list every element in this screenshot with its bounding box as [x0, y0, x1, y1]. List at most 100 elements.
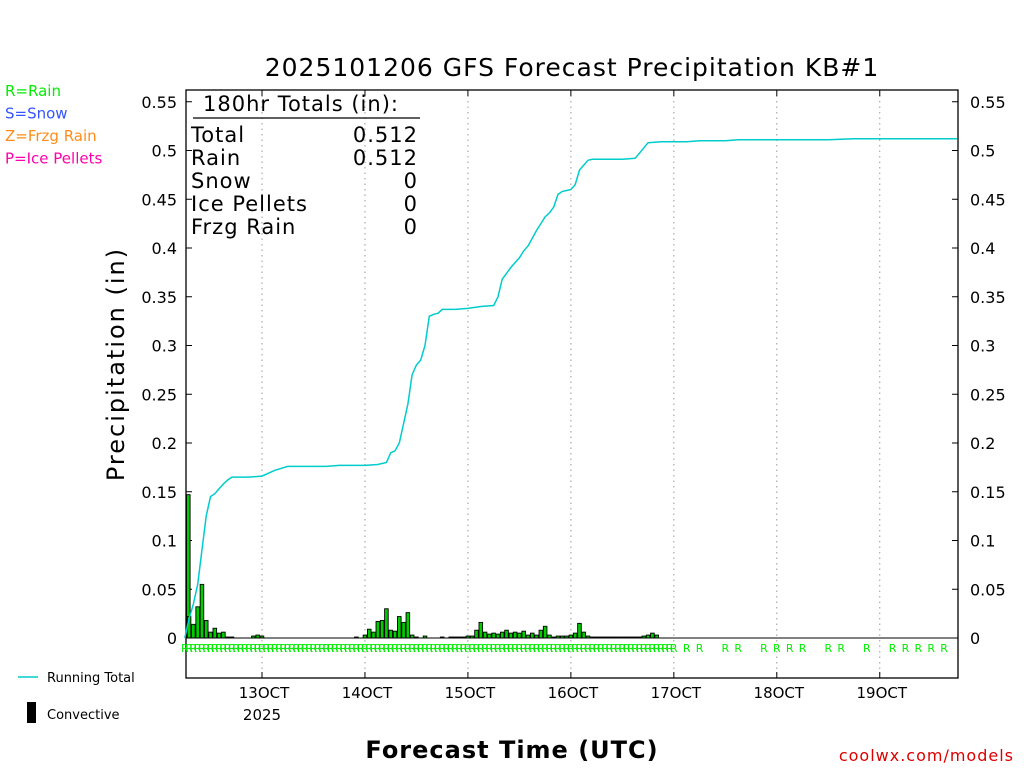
rain-mark: R [365, 642, 373, 655]
rain-mark: R [425, 642, 433, 655]
y-tick-label-right: 0.15 [970, 483, 1006, 502]
convective-bar [199, 583, 205, 639]
y-tick-label: 0.55 [141, 93, 177, 112]
rain-mark: R [395, 642, 403, 655]
rain-mark: R [408, 642, 416, 655]
rain-mark: R [915, 642, 923, 655]
rain-mark: R [254, 642, 262, 655]
rain-mark: R [292, 642, 300, 655]
rain-mark: R [327, 642, 335, 655]
rain-mark: R [567, 642, 575, 655]
rain-mark: R [417, 642, 425, 655]
running-total-line [184, 138, 957, 639]
convective-bar [367, 628, 372, 639]
plot-frame [185, 89, 959, 679]
rain-mark: R [584, 642, 592, 655]
y-tick-label-right: 0.3 [970, 337, 995, 356]
rain-mark: R [245, 642, 253, 655]
rain-mark: R [597, 642, 605, 655]
y-tick-label: 0.35 [141, 288, 177, 307]
rain-mark: R [357, 642, 365, 655]
rain-mark: R [494, 642, 502, 655]
convective-bar [195, 606, 200, 639]
convective-bar [482, 631, 488, 639]
y-tick-label-right: 0.45 [970, 190, 1006, 209]
rain-mark: R [644, 642, 652, 655]
rain-mark: R [344, 642, 352, 655]
rain-mark: R [198, 642, 206, 655]
rain-mark: R [404, 642, 412, 655]
convective-swatch [27, 702, 36, 723]
rain-mark: R [220, 642, 228, 655]
rain-mark: R [863, 642, 871, 655]
rain-mark: R [310, 642, 318, 655]
totals-row-value: 0.512 [353, 146, 418, 170]
rain-mark: R [447, 642, 455, 655]
y-tick-label: 0.15 [141, 483, 177, 502]
x-tick-label: 15OCT [445, 684, 496, 702]
convective-bar [512, 631, 518, 639]
rain-mark: R [258, 642, 266, 655]
x-tick-label: 18OCT [754, 684, 805, 702]
rain-mark: R [202, 642, 210, 655]
rain-mark: R [370, 642, 378, 655]
rain-mark: R [318, 642, 326, 655]
convective-bar [542, 625, 548, 639]
series-legend: Running Total Convective [18, 671, 135, 723]
convective-bar [216, 632, 222, 639]
totals-row-label: Total [190, 123, 245, 147]
x-axis-title: Forecast Time (UTC) [365, 736, 658, 764]
rain-mark: R [760, 642, 768, 655]
rain-mark: R [571, 642, 579, 655]
rain-mark: R [434, 642, 442, 655]
y-tick-label-right: 0.35 [970, 288, 1006, 307]
y-axis-title: Precipitation (in) [102, 247, 130, 481]
totals-row-label: Frzg Rain [191, 215, 296, 239]
convective-bar [397, 616, 402, 639]
rain-mark: R [631, 642, 639, 655]
rain-mark: R [262, 642, 270, 655]
rain-mark: R [533, 642, 541, 655]
convective-bar [212, 627, 218, 639]
totals-row-label: Ice Pellets [191, 192, 308, 216]
rain-mark: R [267, 642, 275, 655]
rain-mark: R [335, 642, 343, 655]
convective-bar [508, 632, 514, 639]
rain-mark: R [773, 642, 781, 655]
rain-mark: R [537, 642, 545, 655]
totals-row-value: 0 [404, 215, 418, 239]
convective-bar [487, 633, 492, 639]
y-tick-label: 0.2 [152, 434, 177, 453]
convective-bar [521, 630, 526, 639]
rain-mark: R [550, 642, 558, 655]
y-tick-label-right: 0.55 [970, 93, 1006, 112]
rain-mark: R [284, 642, 292, 655]
totals-header: 180hr Totals (in): [203, 92, 399, 116]
convective-bar [530, 632, 535, 639]
convective-bar [650, 632, 655, 639]
x-tick-label: 17OCT [651, 684, 702, 702]
y-tick-label-right: 0.4 [970, 239, 995, 258]
rain-mark: R [460, 642, 468, 655]
rain-mark: R [323, 642, 331, 655]
rain-mark: R [653, 642, 661, 655]
rain-mark: R [288, 642, 296, 655]
rain-mark: R [786, 642, 794, 655]
rain-mark: R [589, 642, 597, 655]
y-tick-label: 0.45 [141, 190, 177, 209]
rain-mark: R [554, 642, 562, 655]
running-total-label: Running Total [47, 671, 135, 686]
rain-mark: R [619, 642, 627, 655]
rain-mark: R [837, 642, 845, 655]
rain-mark: R [661, 642, 669, 655]
rain-mark: R [391, 642, 399, 655]
totals-row-value: 0.512 [353, 123, 418, 147]
convective-bar [221, 631, 226, 639]
rain-mark: R [413, 642, 421, 655]
rain-mark: R [606, 642, 614, 655]
rain-mark: R [576, 642, 584, 655]
x-tick-label: 19OCT [856, 684, 907, 702]
rain-mark: R [361, 642, 369, 655]
x-axis: 13OCT 2025 14OCT 15OCT 16OCT 17OCT 18OCT 19OCT [239, 90, 908, 724]
